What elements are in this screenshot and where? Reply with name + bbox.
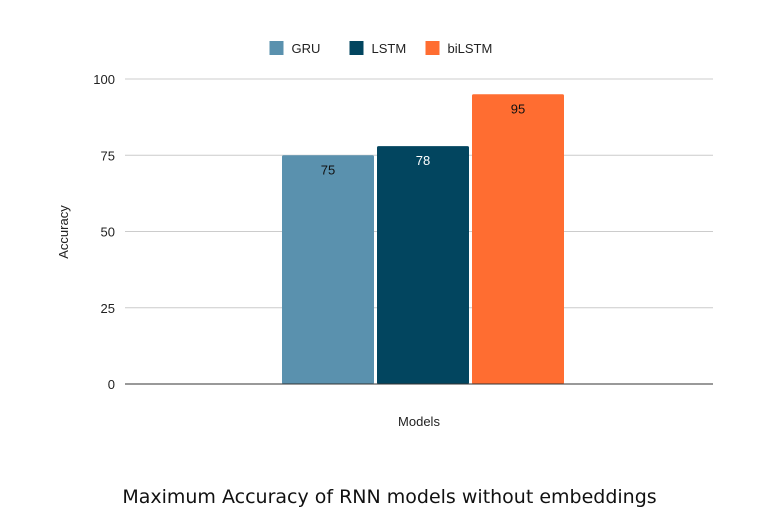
y-tick-label: 100 <box>93 72 115 87</box>
bar-lstm <box>377 146 469 384</box>
legend-swatch <box>349 41 364 55</box>
legend-label: biLSTM <box>448 41 493 56</box>
bar-data-labels: 75 78 95 <box>321 101 525 177</box>
chart-legend: GRU LSTM biLSTM <box>269 41 493 56</box>
bars <box>282 94 564 384</box>
legend-swatch <box>425 41 440 55</box>
y-tick-label: 0 <box>108 377 115 392</box>
y-tick-label: 75 <box>101 148 115 163</box>
figure-caption: Maximum Accuracy of RNN models without e… <box>122 486 657 508</box>
legend-label: GRU <box>292 41 321 56</box>
legend-swatch <box>269 41 284 55</box>
x-axis-label: Models <box>398 414 440 429</box>
y-tick-label: 25 <box>101 301 115 316</box>
y-axis-label: Accuracy <box>56 205 71 259</box>
bar-value-label: 75 <box>321 162 335 177</box>
bar-bilstm <box>472 94 564 384</box>
bar-value-label: 78 <box>416 153 430 168</box>
bar-value-label: 95 <box>511 101 525 116</box>
legend-label: LSTM <box>372 41 407 56</box>
bar-chart: GRU LSTM biLSTM 0 25 50 75 100 75 78 95 Models A… <box>56 41 713 429</box>
y-axis-ticks: 0 25 50 75 100 <box>93 72 115 392</box>
bar-gru <box>282 155 374 384</box>
y-tick-label: 50 <box>101 225 115 240</box>
